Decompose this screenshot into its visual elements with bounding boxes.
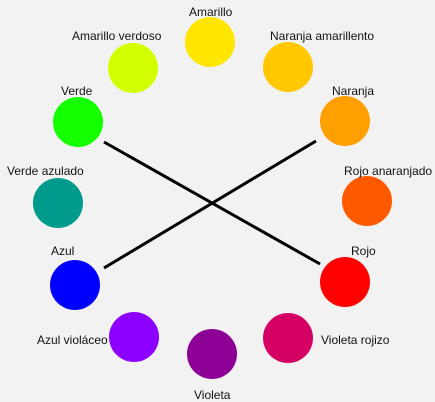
label-verde-azulado: Verde azulado [7, 164, 84, 178]
label-violeta-rojizo: Violeta rojizo [321, 333, 390, 347]
label-azul-violaceo: Azul violáceo [37, 333, 108, 347]
label-verde: Verde [61, 84, 93, 98]
color-circle-azul [50, 260, 100, 310]
color-circle-amarillo-verdoso [108, 43, 158, 93]
label-azul: Azul [51, 244, 75, 258]
label-rojo-anaranjado: Rojo anaranjado [344, 164, 433, 178]
color-circle-violeta-rojizo [263, 313, 313, 363]
color-circle-naranja [320, 96, 370, 146]
color-circles [33, 17, 392, 379]
color-circle-naranja-amarillento [263, 42, 313, 92]
label-naranja-amarillento: Naranja amarillento [270, 29, 375, 43]
color-circle-verde [53, 97, 103, 147]
color-circle-rojo-anaranjado [342, 176, 392, 226]
label-amarillo: Amarillo [189, 5, 233, 19]
label-amarillo-verdoso: Amarillo verdoso [72, 29, 162, 43]
color-circle-azul-violaceo [109, 312, 159, 362]
label-naranja: Naranja [332, 84, 375, 98]
complementary-lines [103, 139, 321, 270]
line-naranja-azul [103, 139, 317, 270]
label-rojo: Rojo [351, 244, 376, 258]
label-violeta: Violeta [194, 388, 231, 402]
color-circle-verde-azulado [33, 178, 83, 228]
color-circle-rojo [320, 257, 370, 307]
color-circle-violeta [187, 329, 237, 379]
color-circle-amarillo [185, 17, 235, 67]
